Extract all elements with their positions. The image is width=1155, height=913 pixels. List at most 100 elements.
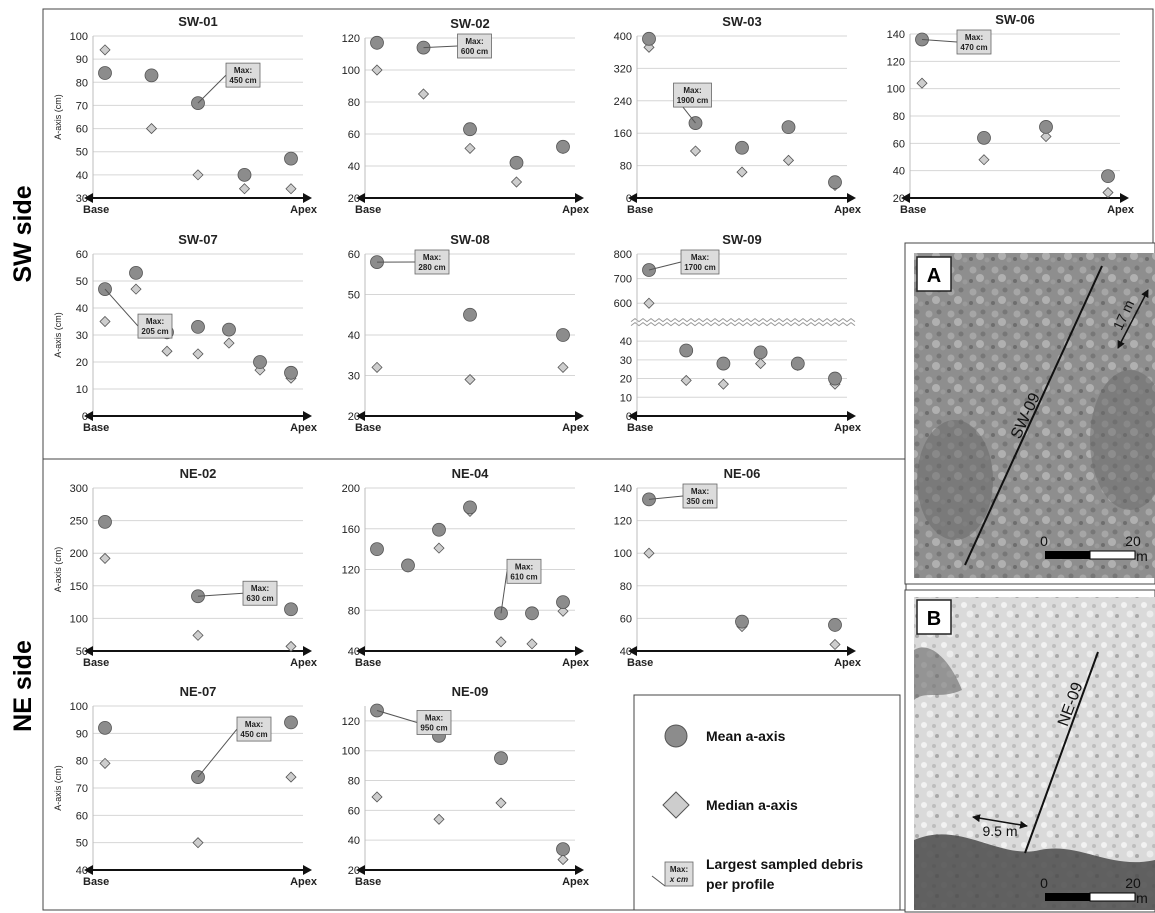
max-leader (197, 592, 244, 597)
mean-point (191, 319, 205, 334)
y-tick-label: 40 (620, 336, 632, 348)
x-start-label: Base (355, 204, 381, 216)
x-end-label: Apex (290, 657, 318, 669)
x-start-label: Base (355, 422, 381, 434)
y-tick-label: 50 (348, 290, 360, 302)
y-tick-label: 600 (614, 298, 632, 310)
chart-sw-01: SW-01 30 40 50 60 70 80 90 100 A-axis (cm) Base Ape… (53, 14, 318, 216)
y-axis-label: A-axis (cm) (53, 765, 63, 811)
max-box (680, 249, 720, 275)
arrow-head-left (356, 411, 365, 421)
max-leader (197, 728, 238, 778)
photo-b-letter-box (916, 599, 952, 635)
chart-title: NE-07 (180, 684, 217, 699)
y-tick-label: 90 (76, 54, 88, 66)
median-point (99, 552, 111, 564)
y-tick-label: 30 (620, 355, 632, 367)
y-tick-label: 80 (76, 77, 88, 89)
arrow-head-right (575, 646, 584, 656)
arrow-head-right (575, 411, 584, 421)
y-tick-label: 120 (342, 565, 360, 577)
chart-sw-03: SW-03 0 80 160 240 320 400 Base Apex Max:1900 cm (614, 14, 862, 216)
max-label: Max: (683, 86, 701, 95)
chart-ne-04: NE-04 40 80 120 160 200 Base Apex Max:610 cm (342, 466, 590, 669)
max-box (137, 313, 173, 339)
legend-max-label-line1: Largest sampled debris (706, 856, 863, 872)
y-axis-label: A-axis (cm) (53, 312, 63, 358)
chart-sw-02: SW-02 20 40 60 80 100 120 Base Apex Max:600 cm (342, 16, 590, 216)
max-leader (104, 288, 139, 327)
x-start-label: Base (627, 204, 653, 216)
arrow-head-left (628, 193, 637, 203)
y-tick-label: 150 (70, 581, 88, 593)
photo-a-shadow-2 (1090, 370, 1155, 510)
chart-title: SW-07 (178, 232, 217, 247)
mean-point (98, 66, 112, 80)
y-tick-label: 80 (620, 161, 632, 173)
median-point (371, 64, 383, 76)
y-tick-label: 20 (893, 193, 905, 205)
photo-a-scale-unit: m (1136, 548, 1148, 564)
max-box (956, 29, 992, 55)
y-tick-label: 0 (626, 193, 632, 205)
median-point (643, 547, 655, 559)
median-point (680, 374, 692, 386)
max-value: 610 cm (510, 572, 537, 581)
chart-title: SW-03 (722, 14, 761, 29)
y-tick-label: 120 (887, 56, 905, 68)
chart-sw-06: SW-06 20 40 60 80 100 120 140 Base Apex Max:470 cm (887, 12, 1135, 216)
y-tick-label: 140 (887, 29, 905, 41)
arrow-head-right (303, 193, 312, 203)
max-value: 600 cm (461, 47, 488, 56)
y-tick-label: 120 (342, 33, 360, 45)
x-end-label: Apex (562, 876, 590, 888)
mean-point (642, 31, 656, 46)
x-start-label: Base (83, 657, 109, 669)
chart-title: SW-01 (178, 14, 217, 29)
median-point (916, 77, 928, 89)
chart-title: NE-04 (452, 466, 490, 481)
y-tick-label: 100 (70, 613, 88, 625)
photo-b-profile-line (1024, 651, 1099, 854)
mean-point (284, 151, 298, 166)
y-tick-label: 80 (348, 97, 360, 109)
photo-b-distance-arrow (972, 814, 1028, 829)
mean-point (370, 542, 384, 557)
median-point (433, 813, 445, 825)
y-tick-label: 160 (614, 128, 632, 140)
arrow-head-right (303, 646, 312, 656)
y-tick-label: 20 (348, 865, 360, 877)
median-point (464, 142, 476, 154)
photo-b-dark-area-2 (914, 647, 962, 700)
max-value: 450 cm (240, 730, 267, 739)
median-point (526, 638, 538, 650)
x-start-label: Base (355, 876, 381, 888)
y-tick-label: 300 (70, 483, 88, 495)
y-tick-label: 30 (348, 371, 360, 383)
mean-point (284, 602, 298, 617)
y-tick-label: 100 (70, 31, 88, 43)
y-tick-label: 60 (348, 805, 360, 817)
mean-point (284, 365, 298, 380)
photo-b-dark-area (914, 834, 1155, 910)
median-point (285, 771, 297, 783)
max-label: Max: (234, 66, 252, 75)
median-point (557, 605, 569, 617)
max-box (225, 62, 261, 88)
chart-title: NE-02 (180, 466, 217, 481)
median-point (130, 283, 142, 295)
median-point (192, 629, 204, 641)
photo-b-letter: B (927, 608, 941, 630)
chart-ne-07: NE-07 40 50 60 70 80 90 100 A-axis (cm) Base Apex M… (53, 684, 318, 888)
y-tick-label: 40 (76, 303, 88, 315)
photo-b-scale-end: 20 (1125, 875, 1141, 891)
chart-sw-07: SW-07 0 10 20 30 40 50 60 A-axis (cm) Base Apex Max… (53, 232, 318, 434)
median-point (557, 853, 569, 866)
x-end-label: Apex (290, 204, 318, 216)
max-box (682, 483, 718, 509)
y-tick-label: 40 (348, 161, 360, 173)
y-tick-label: 90 (76, 728, 88, 740)
photo-b-scalebar-white (1089, 892, 1136, 902)
mean-point (679, 343, 694, 358)
arrow-head-left (84, 646, 93, 656)
